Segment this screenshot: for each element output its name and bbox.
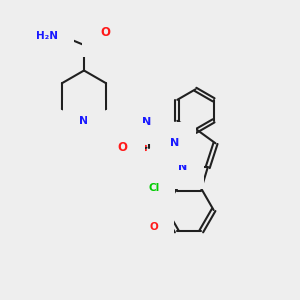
Text: O: O [149,221,158,232]
Text: Et: Et [146,238,156,248]
Text: N: N [142,117,151,127]
Text: H₂N: H₂N [37,31,58,41]
Text: O: O [100,26,110,40]
Text: N: N [170,138,179,148]
Text: Cl: Cl [148,183,160,193]
Text: O: O [118,141,128,154]
Text: N: N [80,116,88,127]
Text: S: S [103,130,111,140]
Text: N: N [178,163,187,172]
Text: H: H [136,170,144,180]
